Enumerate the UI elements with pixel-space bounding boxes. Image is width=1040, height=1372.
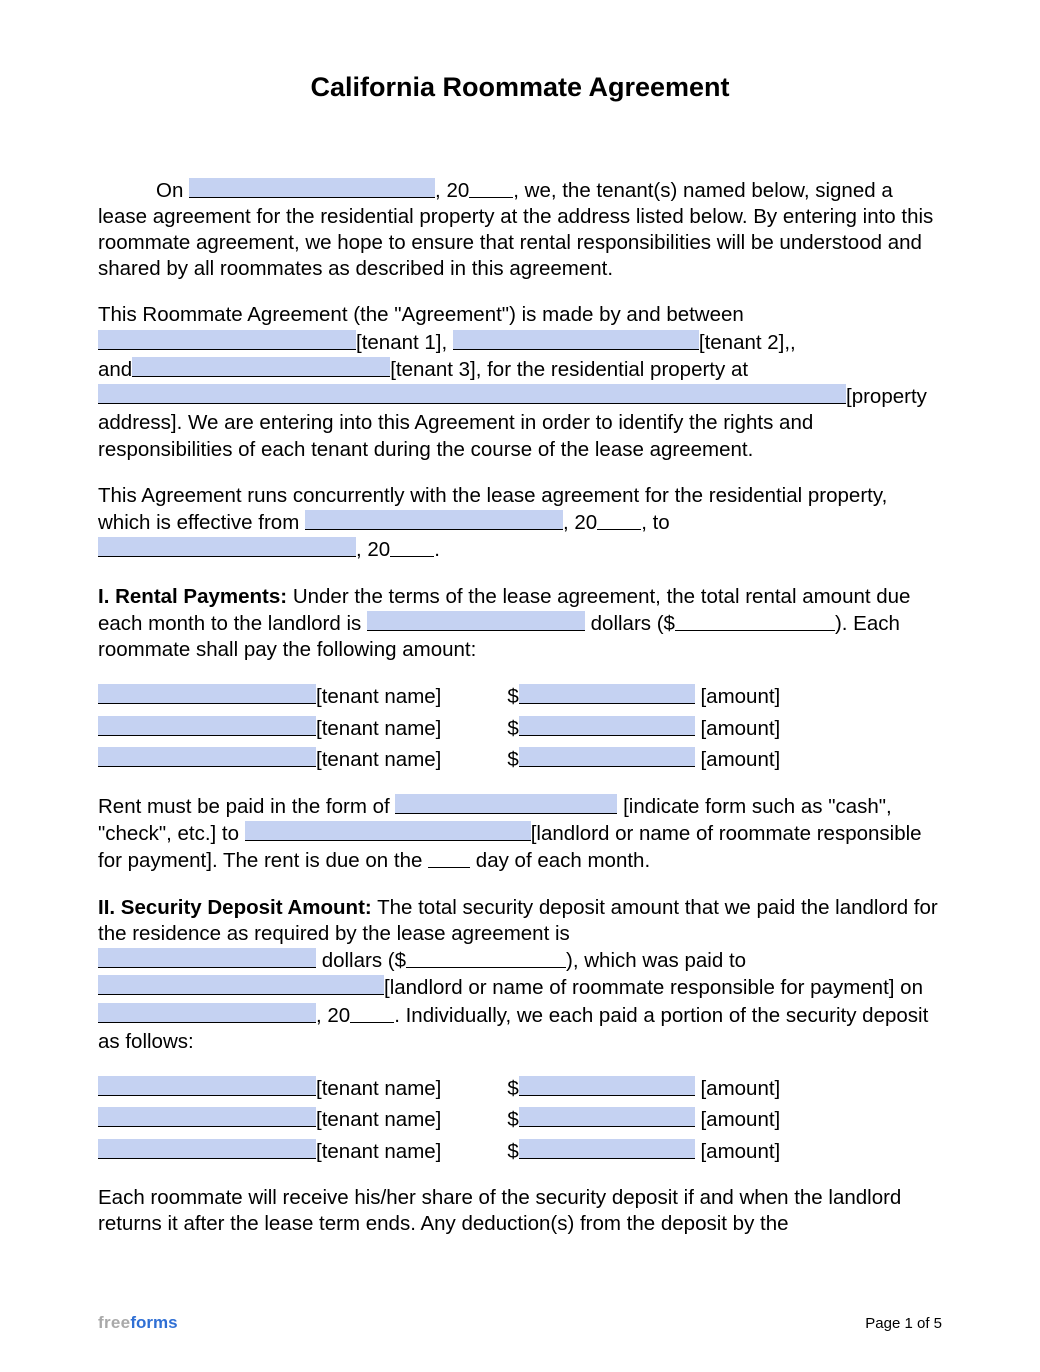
- section-2-dollars: dollars ($: [316, 949, 406, 972]
- tenant-name-blank[interactable]: [98, 1076, 316, 1096]
- table-row: [tenant name] $ [amount]: [98, 715, 942, 742]
- tenant1-blank[interactable]: [98, 330, 356, 350]
- amount-blank[interactable]: [519, 1076, 695, 1096]
- dollar-sign: $: [507, 1107, 518, 1133]
- deposit-words-blank[interactable]: [98, 948, 316, 968]
- deposit-closing-paragraph: Each roommate will receive his/her share…: [98, 1185, 942, 1237]
- rent-amount-blank[interactable]: [675, 611, 835, 631]
- rent-day-blank[interactable]: [428, 848, 470, 868]
- intro-20: , 20: [435, 179, 469, 202]
- tenant-name-label: [tenant name]: [316, 1139, 441, 1165]
- section-2-label: II. Security Deposit Amount:: [98, 896, 372, 919]
- deposit-year-blank[interactable]: [350, 1003, 394, 1023]
- tenant-name-label: [tenant name]: [316, 1107, 441, 1133]
- term-20b: , 20: [356, 538, 390, 561]
- term-end: .: [434, 538, 440, 561]
- tenant-name-label: [tenant name]: [316, 716, 441, 742]
- term-paragraph: This Agreement runs concurrently with th…: [98, 483, 942, 564]
- deposit-amount-blank[interactable]: [406, 948, 566, 968]
- amount-label-txt: [amount]: [700, 1076, 780, 1102]
- section-1-dollars: dollars ($: [585, 612, 675, 635]
- section-2: II. Security Deposit Amount: The total s…: [98, 895, 942, 1055]
- intro-paragraph: On , 20, we, the tenant(s) named below, …: [98, 177, 942, 283]
- deposit-payee-blank[interactable]: [98, 975, 384, 995]
- parties-line1: This Roommate Agreement (the "Agreement"…: [98, 303, 744, 326]
- deposit-date-blank[interactable]: [98, 1003, 316, 1023]
- amount-blank[interactable]: [519, 684, 695, 704]
- dollar-sign: $: [507, 1076, 518, 1102]
- logo-forms: forms: [130, 1313, 177, 1332]
- dollar-sign: $: [507, 1139, 518, 1165]
- tenant2-blank[interactable]: [453, 330, 699, 350]
- tenant3-blank[interactable]: [132, 357, 390, 377]
- deposit-payee-hint: [landlord or name of roommate responsibl…: [384, 976, 923, 999]
- amount-blank[interactable]: [519, 716, 695, 736]
- table-row: [tenant name] $ [amount]: [98, 683, 942, 710]
- tenant-name-label: [tenant name]: [316, 747, 441, 773]
- page-number: Page 1 of 5: [865, 1314, 942, 1333]
- deposit-split-rows: [tenant name] $ [amount] [tenant name] $…: [98, 1075, 942, 1165]
- effective-from-blank[interactable]: [305, 510, 563, 530]
- amount-blank[interactable]: [519, 1107, 695, 1127]
- intro-prefix: On: [156, 179, 189, 202]
- amount-label-txt: [amount]: [700, 747, 780, 773]
- rent-day-suffix: day of each month.: [470, 849, 650, 872]
- rent-split-rows: [tenant name] $ [amount] [tenant name] $…: [98, 683, 942, 773]
- term-to: , to: [641, 511, 670, 534]
- tenant3-label: [tenant 3], for the residential property…: [390, 358, 748, 381]
- table-row: [tenant name] $ [amount]: [98, 1138, 942, 1165]
- page-footer: freeforms Page 1 of 5: [98, 1312, 942, 1334]
- property-address-blank[interactable]: [98, 384, 846, 404]
- rent-form-prefix: Rent must be paid in the form of: [98, 795, 395, 818]
- tenant-name-blank[interactable]: [98, 716, 316, 736]
- amount-label-txt: [amount]: [700, 716, 780, 742]
- parties-and: and: [98, 358, 132, 381]
- amount-label-txt: [amount]: [700, 684, 780, 710]
- deposit-closing-text: Each roommate will receive his/her share…: [98, 1186, 901, 1235]
- rent-payee-blank[interactable]: [245, 821, 531, 841]
- dollar-sign: $: [507, 747, 518, 773]
- dollar-sign: $: [507, 684, 518, 710]
- term-20a: , 20: [563, 511, 597, 534]
- parties-paragraph: This Roommate Agreement (the "Agreement"…: [98, 302, 942, 462]
- tenant-name-blank[interactable]: [98, 747, 316, 767]
- table-row: [tenant name] $ [amount]: [98, 1106, 942, 1133]
- deposit-20: , 20: [316, 1004, 350, 1027]
- rent-words-blank[interactable]: [367, 611, 585, 631]
- dollar-sign: $: [507, 716, 518, 742]
- tenant-name-blank[interactable]: [98, 1139, 316, 1159]
- tenant-name-blank[interactable]: [98, 1107, 316, 1127]
- effective-to-blank[interactable]: [98, 537, 356, 557]
- section-1-label: I. Rental Payments:: [98, 585, 287, 608]
- date-year-blank[interactable]: [469, 178, 513, 198]
- amount-blank[interactable]: [519, 1139, 695, 1159]
- amount-label-txt: [amount]: [700, 1139, 780, 1165]
- section-2-after-amt: ), which was paid to: [566, 949, 746, 972]
- effective-to-year-blank[interactable]: [390, 537, 434, 557]
- tenant-name-label: [tenant name]: [316, 684, 441, 710]
- effective-from-year-blank[interactable]: [597, 510, 641, 530]
- date-month-blank[interactable]: [189, 178, 435, 198]
- amount-label-txt: [amount]: [700, 1107, 780, 1133]
- tenant-name-label: [tenant name]: [316, 1076, 441, 1102]
- payment-form-blank[interactable]: [395, 794, 617, 814]
- logo-free: free: [98, 1313, 130, 1332]
- section-1: I. Rental Payments: Under the terms of t…: [98, 584, 942, 664]
- table-row: [tenant name] $ [amount]: [98, 746, 942, 773]
- amount-blank[interactable]: [519, 747, 695, 767]
- tenant2-label: [tenant 2],,: [699, 331, 796, 354]
- page-title: California Roommate Agreement: [98, 70, 942, 105]
- tenant-name-blank[interactable]: [98, 684, 316, 704]
- rent-form-paragraph: Rent must be paid in the form of [indica…: [98, 793, 942, 875]
- logo: freeforms: [98, 1312, 178, 1334]
- table-row: [tenant name] $ [amount]: [98, 1075, 942, 1102]
- tenant1-label: [tenant 1],: [356, 331, 453, 354]
